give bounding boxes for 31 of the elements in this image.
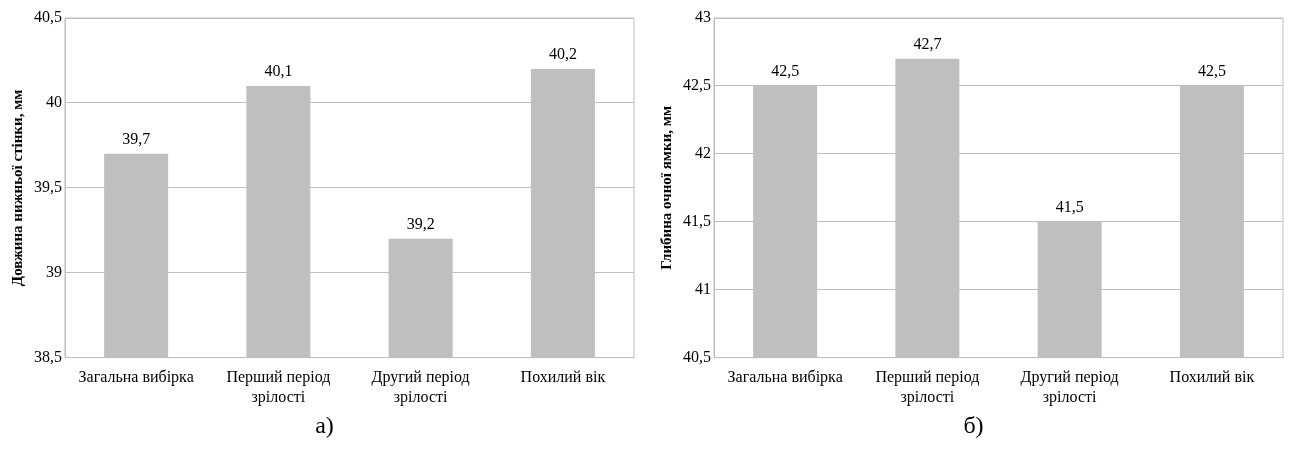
x-tick-label: Перший період зрілості <box>226 368 331 406</box>
data-label: 42,7 <box>913 34 942 52</box>
x-tick-label: Загальна вибірка <box>78 368 194 387</box>
data-label: 39,2 <box>406 214 435 232</box>
x-tick-label: Перший період зрілості <box>875 368 980 406</box>
y-tick-label: 40,5 <box>34 8 62 26</box>
y-axis-title: Довжина нижньої стінки, мм <box>8 89 25 287</box>
x-tick-label: Похилий вік <box>1169 368 1255 386</box>
y-tick-label: 41,5 <box>683 211 711 229</box>
y-tick-label: 42 <box>695 144 711 162</box>
data-label: 40,2 <box>548 45 577 63</box>
text: а) <box>314 412 335 439</box>
data-label: 40,1 <box>264 62 293 80</box>
x-tick-label: Другий період зрілості <box>371 368 470 406</box>
y-tick-label: 38,5 <box>34 347 62 365</box>
x-tick-label: Загальна вибірка <box>727 368 843 387</box>
y-tick-label: 39,5 <box>34 178 62 195</box>
data-label: 41,5 <box>1055 197 1084 215</box>
x-tick-label: Другий період зрілості <box>1020 368 1119 406</box>
y-tick-label: 40,5 <box>683 347 711 365</box>
x-tick-label: Похилий вік <box>520 368 606 386</box>
y-tick-label: 42,5 <box>683 76 711 94</box>
text: б) <box>962 412 985 439</box>
data-label: 42,5 <box>771 62 800 80</box>
y-tick-label: 41 <box>695 279 711 297</box>
data-label: 39,7 <box>122 130 151 148</box>
y-tick-label: 40 <box>46 93 62 111</box>
y-tick-label: 39 <box>46 262 62 280</box>
y-axis-title: Глибина очної ямки, мм <box>657 105 674 270</box>
y-tick-label: 43 <box>695 8 711 26</box>
data-label: 42,5 <box>1197 62 1226 80</box>
